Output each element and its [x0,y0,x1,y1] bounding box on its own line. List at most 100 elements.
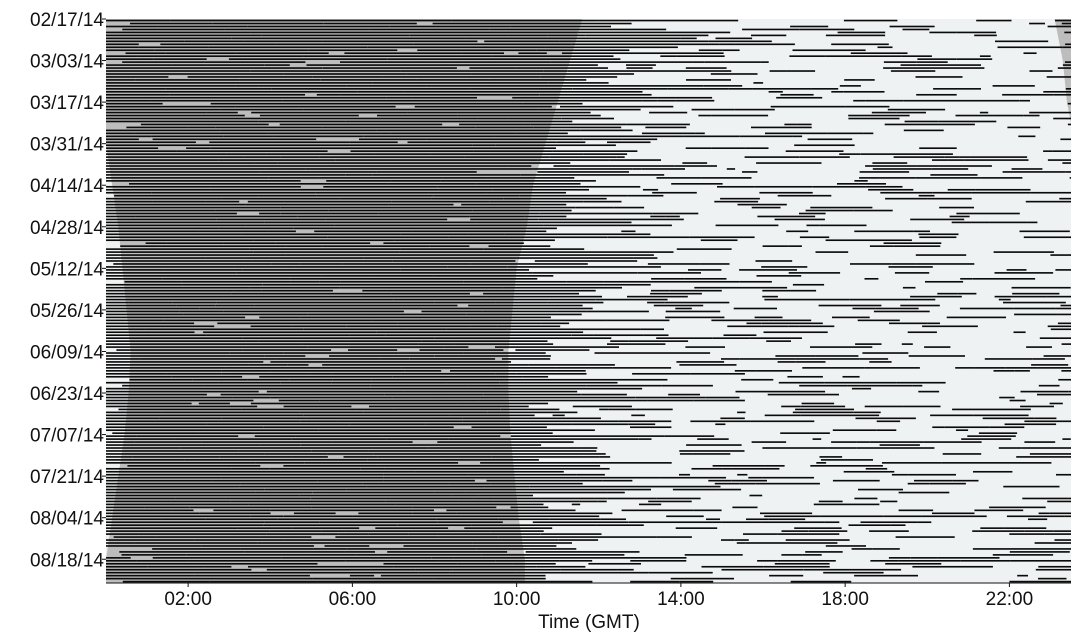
activity-bar [1006,515,1065,518]
activity-bar [132,488,171,491]
x-tick-label: 14:00 [657,589,705,610]
activity-bar [491,456,600,458]
activity-bar [1029,22,1045,25]
activity-bar [1029,70,1053,72]
activity-bar [787,375,823,378]
activity-bar [106,114,245,117]
activity-bar [762,447,828,449]
activity-bar [865,467,888,470]
activity-bar [305,509,434,512]
activity-bar [1069,177,1071,179]
activity-bar [668,521,722,524]
activity-bar [106,485,240,488]
activity-bar [176,304,216,307]
activity-bar [516,571,649,574]
activity-bar [979,55,991,57]
activity-bar [387,551,508,553]
activity-bar [165,88,272,90]
activity-bar [468,470,564,473]
activity-bar [106,453,265,455]
activity-bar [390,180,441,182]
activity-bar [734,43,795,46]
activity-bar [271,31,368,34]
activity-bar [340,93,490,96]
activity-bar [416,565,537,568]
activity-bar [368,533,409,535]
activity-bar [735,450,745,452]
activity-bar [961,438,1012,440]
activity-bar [136,435,239,437]
activity-bar [980,527,1004,529]
activity-bar [916,61,948,63]
activity-bar [134,542,258,544]
activity-bar [962,99,1020,102]
activity-bar [338,459,368,461]
activity-bar [938,165,992,167]
activity-bar [441,396,514,399]
activity-bar [511,334,572,337]
activity-bar [626,64,656,66]
activity-bar [171,375,243,378]
activity-bar [302,447,428,449]
activity-bar [1067,123,1071,126]
activity-bar [632,372,691,375]
activity-bar [856,447,891,449]
activity-bar [253,331,377,334]
activity-bar [777,194,832,197]
activity-bar [679,473,690,476]
activity-bar [992,554,1054,556]
activity-bar [893,245,941,247]
activity-bar [1064,31,1071,34]
activity-bar [512,251,674,253]
activity-bar [819,224,867,227]
activity-bar [254,304,321,307]
activity-bar [824,381,848,384]
activity-bar [106,102,163,105]
activity-bar [916,64,981,66]
activity-bar [657,99,676,102]
activity-bar [799,325,835,328]
activity-bar [253,251,363,253]
activity-bar [229,352,284,354]
activity-bar [799,156,850,158]
activity-bar [279,322,397,325]
activity-bar [154,49,309,52]
activity-bar [560,105,674,108]
activity-bar [106,539,195,541]
activity-bar [235,85,259,87]
activity-bar [471,73,634,75]
activity-bar [876,429,897,432]
activity-bar [914,230,930,233]
activity-bar [726,168,736,170]
activity-bar [610,340,629,342]
activity-bar [203,384,303,387]
activity-bar [106,197,222,200]
activity-bar [769,224,779,227]
activity-bar [106,108,220,111]
activity-bar [559,390,578,393]
activity-bar [369,370,405,372]
activity-bar [1060,304,1071,307]
activity-bar [340,61,463,63]
activity-bar [848,114,910,117]
activity-bar [171,488,265,491]
activity-bar [153,254,286,256]
activity-bar [746,518,769,521]
activity-bar [306,417,392,420]
activity-bar [490,482,583,485]
activity-bar [701,177,752,179]
activity-bar [810,346,873,348]
activity-bar [1019,230,1070,233]
activity-bar [825,298,850,301]
activity-bar [299,263,343,265]
activity-bar [447,266,508,268]
activity-bar [106,191,152,194]
activity-bar [238,450,312,452]
activity-bar [303,414,450,417]
activity-bar [421,310,483,313]
activity-bar [1009,399,1026,402]
activity-bar [395,503,544,506]
activity-bar [231,292,392,295]
activity-bar [383,473,469,476]
activity-bar [865,165,917,167]
